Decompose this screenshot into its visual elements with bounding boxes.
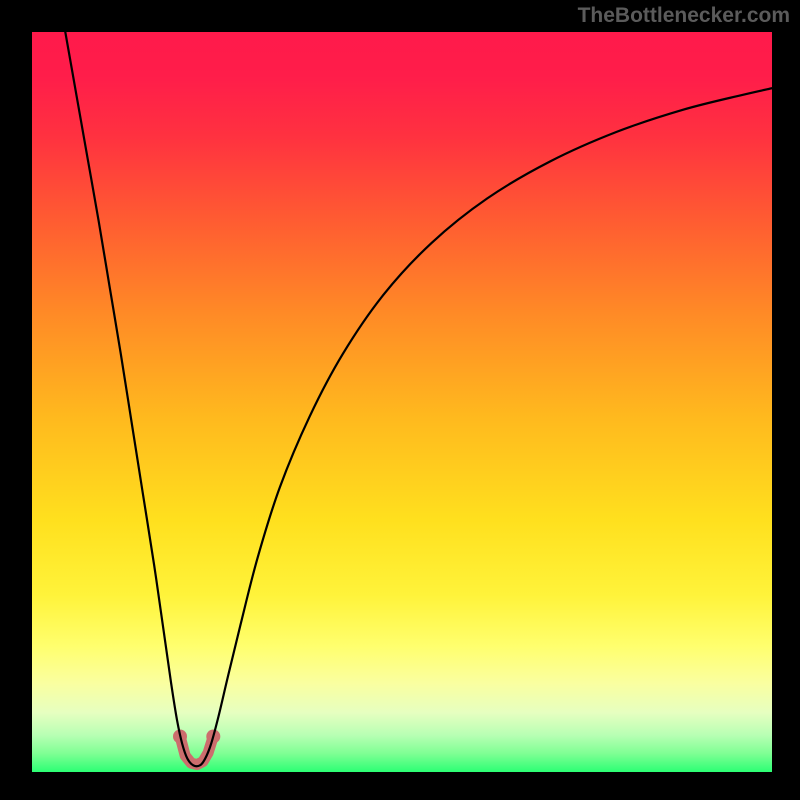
- chart-frame: TheBottlenecker.com: [0, 0, 800, 800]
- bottleneck-chart: [32, 32, 772, 772]
- watermark-text: TheBottlenecker.com: [578, 4, 790, 28]
- gradient-background: [32, 32, 772, 772]
- plot-area: [32, 32, 772, 772]
